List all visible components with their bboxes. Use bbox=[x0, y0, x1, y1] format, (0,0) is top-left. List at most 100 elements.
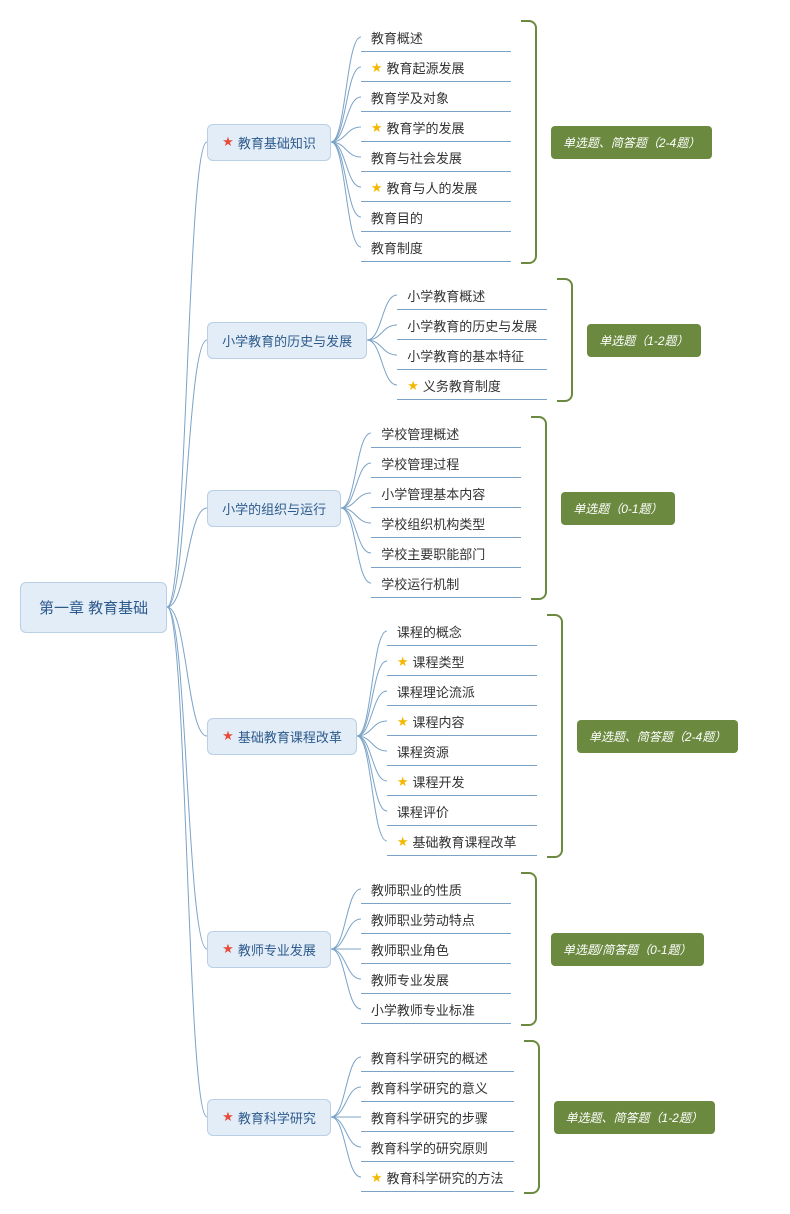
leaf: 学校组织机构类型 bbox=[371, 508, 521, 538]
leaf-label: 学校管理概述 bbox=[381, 424, 459, 443]
bracket bbox=[521, 872, 537, 1026]
l2-node: 小学教育的历史与发展 bbox=[207, 322, 367, 359]
branch: 教育基础知识教育概述教育起源发展教育学及对象教育学的发展教育与社会发展教育与人的… bbox=[207, 20, 738, 264]
leaf: 教育科学研究的方法 bbox=[361, 1162, 514, 1192]
leaf-label: 教育科学研究的方法 bbox=[387, 1168, 504, 1187]
bracket bbox=[524, 1040, 540, 1194]
leaf: 教育与社会发展 bbox=[361, 142, 511, 172]
yellow-star-icon bbox=[371, 1170, 383, 1186]
branch: 基础教育课程改革课程的概念课程类型课程理论流派课程内容课程资源课程开发课程评价基… bbox=[207, 614, 738, 858]
l2-label: 教育基础知识 bbox=[238, 133, 316, 152]
leaves: 学校管理概述学校管理过程小学管理基本内容学校组织机构类型学校主要职能部门学校运行… bbox=[371, 418, 521, 598]
l2-label: 基础教育课程改革 bbox=[238, 727, 342, 746]
leaf-label: 小学教育概述 bbox=[407, 286, 485, 305]
leaf: 教师职业劳动特点 bbox=[361, 904, 511, 934]
branch: 教育科学研究 教育科学研究的概述教育科学研究的意义教育科学研究的步骤教育科学的研究… bbox=[207, 1040, 738, 1194]
leaf-label: 小学教育的基本特征 bbox=[407, 346, 524, 365]
branch: 小学教育的历史与发展小学教育概述小学教育的历史与发展小学教育的基本特征义务教育制… bbox=[207, 278, 738, 402]
leaf-label: 教师专业发展 bbox=[371, 970, 449, 989]
leaf: 教育科学的研究原则 bbox=[361, 1132, 514, 1162]
bracket-wrap: 单选题/简答题（0-1题） bbox=[521, 872, 704, 1026]
branch: 教师专业发展教师职业的性质教师职业劳动特点教师职业角色教师专业发展小学教师专业标… bbox=[207, 872, 738, 1026]
leaf-label: 教育起源发展 bbox=[387, 58, 465, 77]
leaf-label: 学校组织机构类型 bbox=[381, 514, 485, 533]
leaf: 课程内容 bbox=[387, 706, 537, 736]
leaf: 学校管理过程 bbox=[371, 448, 521, 478]
leaf: 义务教育制度 bbox=[397, 370, 547, 400]
leaf: 教师职业的性质 bbox=[361, 874, 511, 904]
leaf: 课程理论流派 bbox=[387, 676, 537, 706]
leaf: 课程评价 bbox=[387, 796, 537, 826]
red-star-icon bbox=[222, 134, 234, 150]
leaves: 教育科学研究的概述教育科学研究的意义教育科学研究的步骤教育科学的研究原则教育科学… bbox=[361, 1042, 514, 1192]
leaf-label: 学校管理过程 bbox=[381, 454, 459, 473]
yellow-star-icon bbox=[397, 714, 409, 730]
leaf-label: 小学管理基本内容 bbox=[381, 484, 485, 503]
leaf-label: 学校主要职能部门 bbox=[381, 544, 485, 563]
leaf-label: 教育与人的发展 bbox=[387, 178, 478, 197]
leaf: 教育科学研究的意义 bbox=[361, 1072, 514, 1102]
leaf-label: 教育学及对象 bbox=[371, 88, 449, 107]
yellow-star-icon bbox=[371, 60, 383, 76]
red-star-icon bbox=[222, 941, 234, 957]
leaf: 小学教育概述 bbox=[397, 280, 547, 310]
tag-box: 单选题（0-1题） bbox=[561, 492, 674, 525]
bracket-wrap: 单选题、简答题（2-4题） bbox=[521, 20, 712, 264]
leaf: 教师职业角色 bbox=[361, 934, 511, 964]
yellow-star-icon bbox=[407, 378, 419, 394]
leaf-label: 教师职业劳动特点 bbox=[371, 910, 475, 929]
red-star-icon bbox=[222, 728, 234, 744]
l2-label: 小学教育的历史与发展 bbox=[222, 331, 352, 350]
leaf: 教育起源发展 bbox=[361, 52, 511, 82]
yellow-star-icon bbox=[371, 180, 383, 196]
yellow-star-icon bbox=[397, 834, 409, 850]
leaf: 课程资源 bbox=[387, 736, 537, 766]
leaf: 教育目的 bbox=[361, 202, 511, 232]
bracket bbox=[531, 416, 547, 600]
leaf: 教师专业发展 bbox=[361, 964, 511, 994]
leaf-label: 教育目的 bbox=[371, 208, 423, 227]
bracket-wrap: 单选题（1-2题） bbox=[557, 278, 700, 402]
leaves: 小学教育概述小学教育的历史与发展小学教育的基本特征义务教育制度 bbox=[397, 280, 547, 400]
leaf-label: 教育科学研究的意义 bbox=[371, 1078, 488, 1097]
bracket-wrap: 单选题、简答题（1-2题） bbox=[524, 1040, 715, 1194]
l2-label: 教师专业发展 bbox=[238, 940, 316, 959]
leaf: 基础教育课程改革 bbox=[387, 826, 537, 856]
yellow-star-icon bbox=[397, 654, 409, 670]
leaf-label: 教育与社会发展 bbox=[371, 148, 462, 167]
l2-label: 教育科学研究 bbox=[238, 1108, 316, 1127]
l2-node: 教育科学研究 bbox=[207, 1099, 331, 1136]
leaf-label: 教育科学研究的步骤 bbox=[371, 1108, 488, 1127]
leaf: 教育与人的发展 bbox=[361, 172, 511, 202]
leaf: 教育科学研究的概述 bbox=[361, 1042, 514, 1072]
yellow-star-icon bbox=[397, 774, 409, 790]
l2-node: 小学的组织与运行 bbox=[207, 490, 341, 527]
leaf: 课程开发 bbox=[387, 766, 537, 796]
mindmap: 第一章 教育基础 教育基础知识教育概述教育起源发展教育学及对象教育学的发展教育与… bbox=[20, 20, 770, 1194]
leaf: 小学教育的历史与发展 bbox=[397, 310, 547, 340]
leaf-label: 教师职业的性质 bbox=[371, 880, 462, 899]
tag-box: 单选题、简答题（2-4题） bbox=[577, 720, 738, 753]
tag-box: 单选题/简答题（0-1题） bbox=[551, 933, 704, 966]
leaf: 小学管理基本内容 bbox=[371, 478, 521, 508]
leaf: 小学教师专业标准 bbox=[361, 994, 511, 1024]
leaf-label: 教育概述 bbox=[371, 28, 423, 47]
l2-label: 小学的组织与运行 bbox=[222, 499, 326, 518]
tag-box: 单选题、简答题（1-2题） bbox=[554, 1101, 715, 1134]
leaf-label: 课程理论流派 bbox=[397, 682, 475, 701]
leaves: 教育概述教育起源发展教育学及对象教育学的发展教育与社会发展教育与人的发展教育目的… bbox=[361, 22, 511, 262]
leaf: 学校运行机制 bbox=[371, 568, 521, 598]
root-node: 第一章 教育基础 bbox=[20, 582, 167, 633]
leaf: 教育概述 bbox=[361, 22, 511, 52]
leaf: 教育制度 bbox=[361, 232, 511, 262]
leaf: 课程类型 bbox=[387, 646, 537, 676]
leaf-label: 课程内容 bbox=[413, 712, 465, 731]
tag-box: 单选题、简答题（2-4题） bbox=[551, 126, 712, 159]
leaf: 教育科学研究的步骤 bbox=[361, 1102, 514, 1132]
leaf-label: 课程类型 bbox=[413, 652, 465, 671]
leaf-label: 小学教育的历史与发展 bbox=[407, 316, 537, 335]
leaf-label: 基础教育课程改革 bbox=[413, 832, 517, 851]
leaf-label: 小学教师专业标准 bbox=[371, 1000, 475, 1019]
leaf-label: 学校运行机制 bbox=[381, 574, 459, 593]
leaf: 教育学及对象 bbox=[361, 82, 511, 112]
